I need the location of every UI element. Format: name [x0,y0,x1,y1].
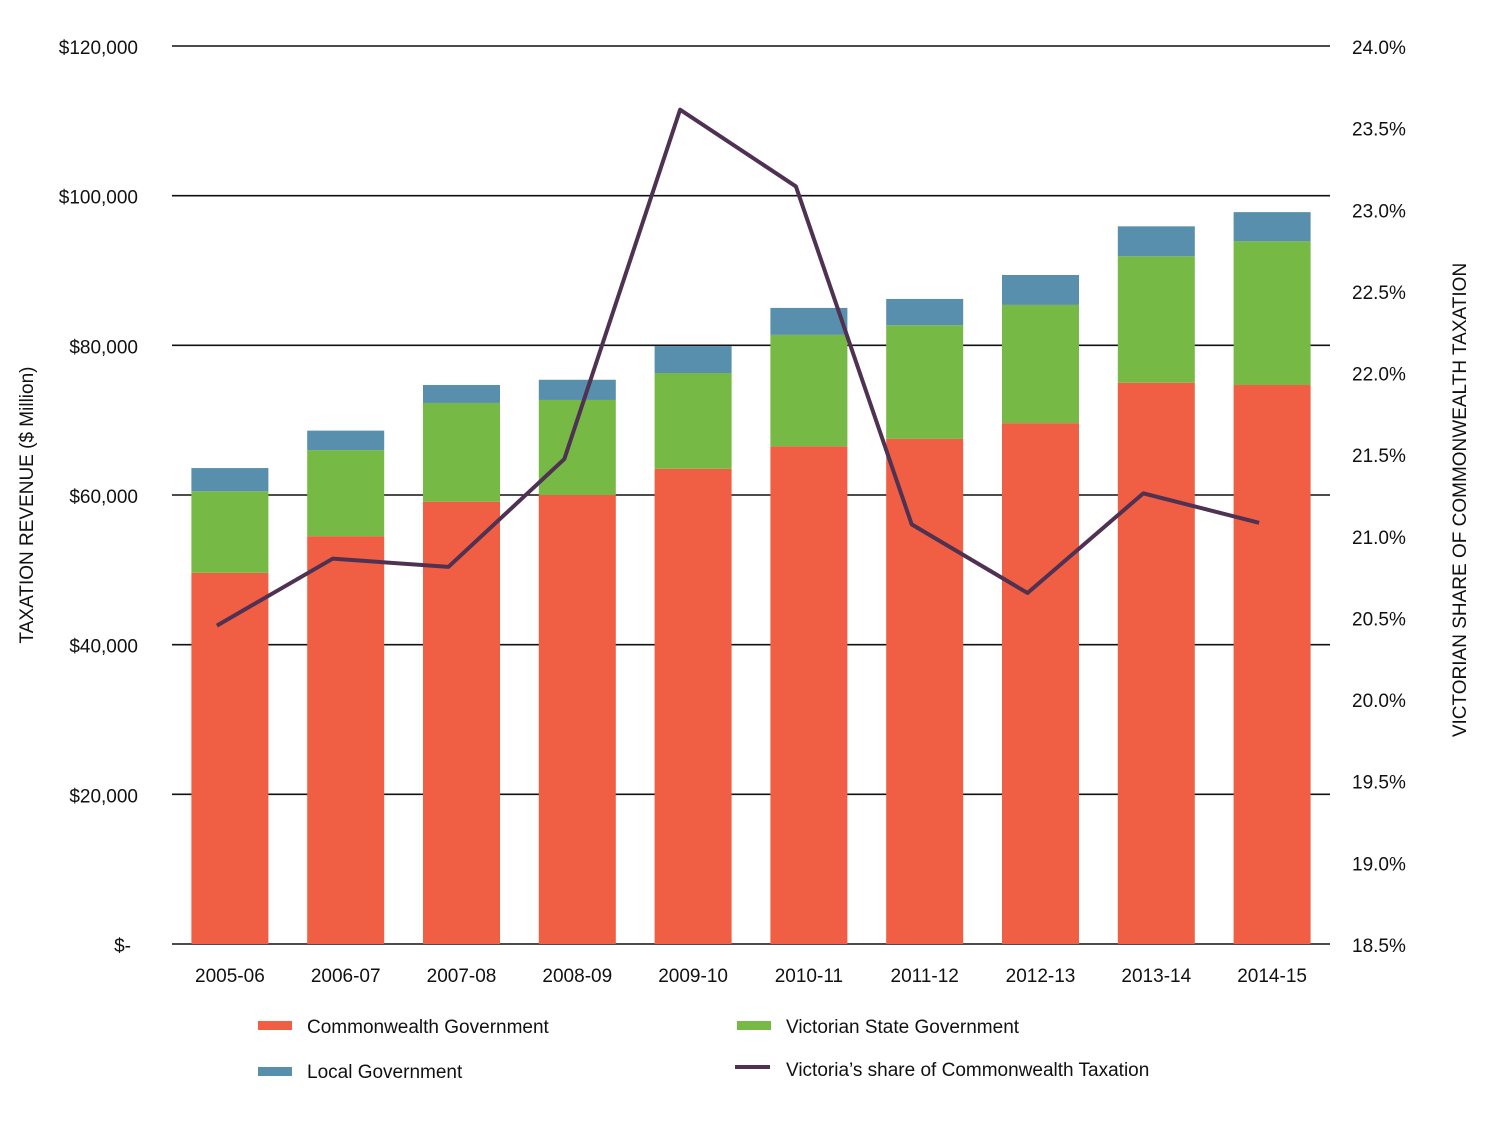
bar-victorian-state-government-2005-06 [191,491,268,573]
bar-local-government-2012-13 [1002,275,1079,305]
bar-commonwealth-government-2011-12 [886,439,963,944]
y-right-tick-label: 21.5% [1352,446,1406,467]
x-tick-label: 2010-11 [775,966,843,987]
y-right-tick-label: 21.0% [1352,528,1406,549]
y-right-tick-label: 19.5% [1352,773,1406,794]
right-axis-title: VICTORIAN SHARE OF COMMONWEALTH TAXATION [1450,263,1471,737]
bar-commonwealth-government-2009-10 [655,469,732,944]
y-tick-label: $100,000 [59,188,138,209]
bar-local-government-2014-15 [1234,212,1311,241]
bar-local-government-2010-11 [770,308,847,335]
bar-local-government-2009-10 [655,346,732,373]
x-axis-ticks: 2005-06 2006-07 2007-08 2008-09 2009-10 2010-… [195,966,1307,987]
legend-label-share: Victoria’s share of Commonwealth Taxatio… [786,1060,1149,1081]
y-tick-label: $20,000 [69,786,138,807]
left-axis-ticks: $- $20,000 $40,000 $60,000 $80,000 $100,000 $1… [59,38,138,957]
bar-local-government-2008-09 [539,380,616,400]
bar-local-government-2005-06 [191,468,268,491]
legend-label-state: Victorian State Government [786,1017,1020,1038]
x-tick-label: 2005-06 [195,966,265,987]
bar-local-government-2011-12 [886,299,963,325]
y-right-tick-label: 22.0% [1352,365,1406,386]
y-tick-label: $40,000 [69,637,138,658]
left-axis-title: TAXATION REVENUE ($ Million) [17,367,38,644]
y-right-tick-label: 19.0% [1352,854,1406,875]
x-tick-label: 2012-13 [1006,966,1076,987]
bar-victorian-state-government-2012-13 [1002,305,1079,423]
y-right-tick-label: 22.5% [1352,283,1406,304]
bar-victorian-state-government-2011-12 [886,325,963,439]
bar-victorian-state-government-2009-10 [655,373,732,469]
bar-commonwealth-government-2010-11 [770,446,847,944]
bar-local-government-2007-08 [423,385,500,403]
x-tick-label: 2009-10 [658,966,728,987]
bar-commonwealth-government-2006-07 [307,536,384,944]
bar-local-government-2013-14 [1118,226,1195,256]
bar-commonwealth-government-2008-09 [539,495,616,944]
bar-commonwealth-government-2013-14 [1118,383,1195,944]
x-tick-label: 2013-14 [1121,966,1191,987]
y-tick-label: $80,000 [69,337,138,358]
bar-commonwealth-government-2005-06 [191,573,268,944]
bar-victorian-state-government-2007-08 [423,403,500,502]
bar-local-government-2006-07 [307,431,384,450]
legend-label-local: Local Government [307,1062,463,1083]
y-tick-label: $- [114,936,131,957]
bar-commonwealth-government-2014-15 [1234,385,1311,944]
y-right-tick-label: 20.5% [1352,609,1406,630]
bar-commonwealth-government-2012-13 [1002,423,1079,944]
x-tick-label: 2011-12 [891,966,959,987]
bar-victorian-state-government-2006-07 [307,450,384,536]
legend-label-commonwealth: Commonwealth Government [307,1017,550,1038]
y-tick-label: $60,000 [69,487,138,508]
legend-swatch-commonwealth [258,1021,292,1030]
x-tick-label: 2006-07 [311,966,381,987]
y-right-tick-label: 23.0% [1352,201,1406,222]
legend: Commonwealth Government Victorian State … [258,1017,1149,1083]
bar-victorian-state-government-2013-14 [1118,256,1195,382]
y-right-tick-label: 24.0% [1352,38,1406,59]
legend-swatch-state [737,1021,771,1030]
bar-commonwealth-government-2007-08 [423,502,500,944]
bars [191,212,1310,944]
y-tick-label: $120,000 [59,38,138,59]
legend-swatch-local [258,1067,292,1076]
x-tick-label: 2014-15 [1237,966,1307,987]
x-tick-label: 2007-08 [427,966,497,987]
right-axis-ticks: 18.5% 19.0% 19.5% 20.0% 20.5% 21.0% 21.5% 22.0%… [1352,38,1406,957]
y-right-tick-label: 20.0% [1352,691,1406,712]
x-tick-label: 2008-09 [542,966,612,987]
bar-victorian-state-government-2014-15 [1234,241,1311,385]
y-right-tick-label: 23.5% [1352,120,1406,141]
bar-victorian-state-government-2010-11 [770,335,847,447]
y-right-tick-label: 18.5% [1352,936,1406,957]
